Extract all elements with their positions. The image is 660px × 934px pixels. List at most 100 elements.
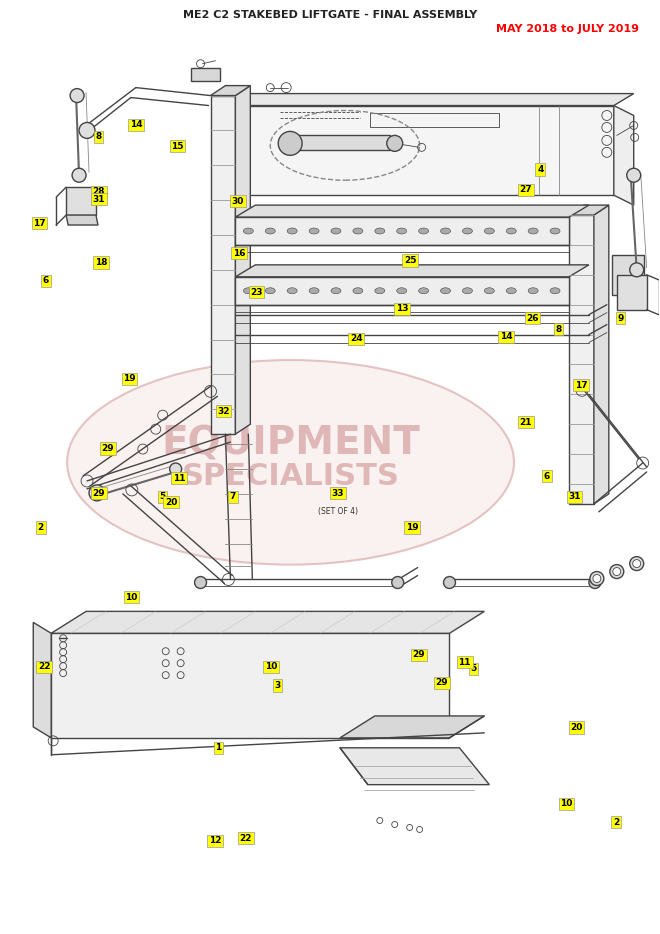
- Circle shape: [170, 463, 182, 475]
- Text: 21: 21: [519, 417, 532, 427]
- Ellipse shape: [484, 288, 494, 293]
- Ellipse shape: [244, 288, 253, 293]
- Polygon shape: [340, 716, 484, 738]
- Text: 8: 8: [96, 133, 102, 141]
- Polygon shape: [236, 86, 250, 434]
- Polygon shape: [215, 106, 614, 195]
- Ellipse shape: [550, 288, 560, 293]
- Text: 11: 11: [459, 658, 471, 667]
- Polygon shape: [236, 276, 569, 304]
- Polygon shape: [612, 255, 644, 295]
- Text: 17: 17: [575, 381, 587, 389]
- Text: MAY 2018 to JULY 2019: MAY 2018 to JULY 2019: [496, 24, 639, 34]
- Polygon shape: [569, 205, 609, 215]
- Polygon shape: [66, 187, 96, 215]
- Ellipse shape: [484, 228, 494, 234]
- Polygon shape: [51, 612, 484, 633]
- Text: 6: 6: [544, 472, 550, 481]
- Ellipse shape: [309, 228, 319, 234]
- Text: 22: 22: [240, 834, 252, 842]
- Text: 22: 22: [38, 662, 50, 672]
- Text: 15: 15: [172, 142, 183, 150]
- Polygon shape: [617, 275, 647, 310]
- Polygon shape: [191, 67, 220, 80]
- Ellipse shape: [463, 288, 473, 293]
- Ellipse shape: [375, 228, 385, 234]
- Circle shape: [590, 572, 604, 586]
- Text: 33: 33: [331, 488, 344, 498]
- Polygon shape: [51, 633, 449, 738]
- Polygon shape: [614, 106, 634, 205]
- Ellipse shape: [397, 288, 407, 293]
- Polygon shape: [236, 265, 589, 276]
- Text: 10: 10: [125, 593, 138, 601]
- Polygon shape: [66, 215, 98, 225]
- Text: 11: 11: [172, 474, 185, 483]
- Text: 13: 13: [396, 304, 409, 314]
- Circle shape: [593, 574, 601, 583]
- Circle shape: [630, 262, 644, 276]
- Text: (SET OF 4): (SET OF 4): [318, 507, 358, 517]
- Circle shape: [392, 576, 404, 588]
- Text: 19: 19: [406, 523, 418, 532]
- Polygon shape: [340, 748, 489, 785]
- Text: 10: 10: [560, 800, 573, 808]
- Circle shape: [89, 485, 105, 501]
- Circle shape: [195, 576, 207, 588]
- Text: 2: 2: [612, 818, 619, 827]
- Text: 30: 30: [232, 196, 244, 205]
- Text: 32: 32: [217, 406, 230, 416]
- Text: 14: 14: [500, 333, 512, 341]
- Text: 17: 17: [33, 219, 46, 228]
- Text: 29: 29: [412, 650, 425, 659]
- Text: EQUIPMENT: EQUIPMENT: [161, 425, 420, 462]
- Ellipse shape: [463, 228, 473, 234]
- Ellipse shape: [287, 288, 297, 293]
- Text: 16: 16: [233, 248, 246, 258]
- Circle shape: [633, 559, 641, 568]
- Text: 1: 1: [215, 743, 221, 753]
- Text: 2: 2: [38, 523, 44, 532]
- Text: 29: 29: [92, 488, 105, 498]
- Ellipse shape: [331, 288, 341, 293]
- Ellipse shape: [265, 288, 275, 293]
- Polygon shape: [290, 135, 390, 150]
- Polygon shape: [236, 217, 569, 245]
- Ellipse shape: [375, 288, 385, 293]
- Ellipse shape: [440, 228, 451, 234]
- Text: 8: 8: [556, 325, 562, 333]
- Text: 20: 20: [570, 723, 583, 732]
- Circle shape: [279, 132, 302, 155]
- Text: SPECIALISTS: SPECIALISTS: [182, 461, 399, 490]
- Text: 20: 20: [165, 498, 177, 507]
- Ellipse shape: [244, 228, 253, 234]
- Circle shape: [612, 568, 621, 575]
- Text: 31: 31: [568, 492, 581, 502]
- Text: 29: 29: [436, 678, 448, 687]
- Ellipse shape: [440, 288, 451, 293]
- Text: 28: 28: [92, 187, 105, 196]
- Text: 4: 4: [537, 165, 543, 174]
- Text: 26: 26: [526, 314, 539, 322]
- Text: 9: 9: [617, 314, 624, 322]
- Ellipse shape: [418, 228, 428, 234]
- Polygon shape: [215, 93, 634, 106]
- Text: 25: 25: [404, 256, 416, 265]
- Polygon shape: [33, 622, 51, 738]
- Ellipse shape: [265, 228, 275, 234]
- Ellipse shape: [67, 360, 514, 565]
- Ellipse shape: [550, 228, 560, 234]
- Ellipse shape: [506, 228, 516, 234]
- Text: 14: 14: [130, 120, 143, 129]
- Text: 23: 23: [250, 288, 263, 297]
- Ellipse shape: [397, 228, 407, 234]
- Text: 12: 12: [209, 836, 221, 845]
- Text: 3: 3: [275, 681, 280, 690]
- Ellipse shape: [506, 288, 516, 293]
- Text: 6: 6: [43, 276, 49, 286]
- Text: 27: 27: [519, 185, 532, 194]
- Text: 5: 5: [470, 664, 477, 673]
- Ellipse shape: [287, 228, 297, 234]
- Circle shape: [630, 557, 644, 571]
- Ellipse shape: [353, 288, 363, 293]
